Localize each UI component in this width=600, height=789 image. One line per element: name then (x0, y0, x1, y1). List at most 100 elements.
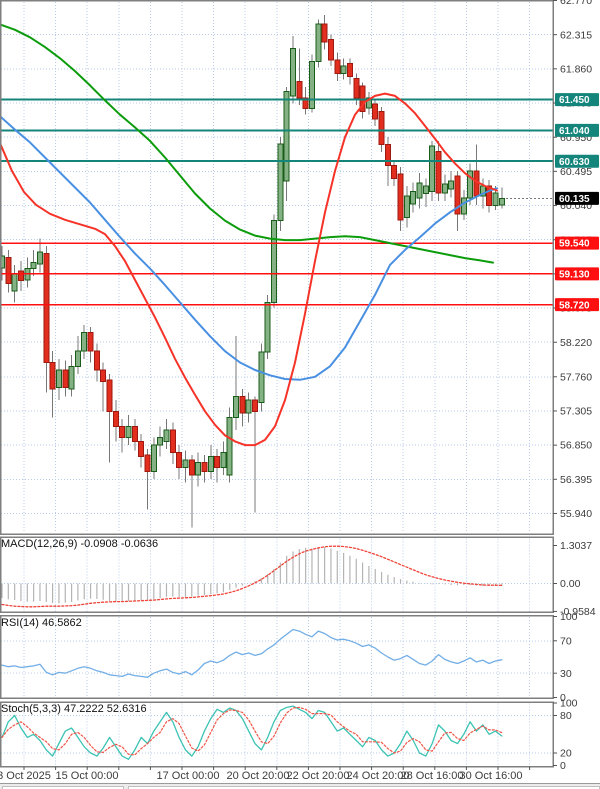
candle (289, 35, 296, 104)
candle-body (467, 170, 474, 199)
candle (100, 362, 107, 412)
candle (74, 336, 81, 374)
candle-body (182, 459, 189, 469)
candle (201, 454, 208, 483)
candle (416, 173, 423, 209)
price-tick-label: 57.305 (560, 406, 592, 418)
candle (467, 163, 474, 205)
candle (283, 86, 290, 202)
candle-body (454, 175, 461, 215)
stoch-indicator (1, 705, 503, 760)
candle-body (144, 454, 151, 472)
candle (188, 454, 195, 528)
candle-body (157, 437, 164, 446)
candle-body (100, 369, 107, 382)
candle (403, 186, 410, 228)
candle (454, 170, 461, 232)
candle (49, 351, 56, 418)
time-label: 30 Oct 16:00 (460, 770, 523, 782)
candle (498, 187, 505, 209)
candle-body (416, 182, 423, 199)
candle (106, 373, 113, 463)
candle (119, 418, 126, 453)
candle-body (391, 165, 398, 179)
candle-body (384, 144, 391, 167)
candle-body (131, 425, 138, 442)
badge-label: 59.130 (559, 269, 590, 280)
badge-label: 61.450 (559, 95, 590, 106)
gridlines (1, 1, 553, 766)
candle (226, 407, 233, 483)
support-badge (555, 267, 599, 281)
candle (271, 214, 278, 308)
time-label: 15 Oct 00:00 (56, 770, 119, 782)
candle-body (448, 180, 455, 190)
candle (81, 324, 88, 359)
time-label: 22 Oct 20:00 (287, 770, 350, 782)
candle (169, 422, 176, 464)
ma-mid-blue-line (0, 115, 498, 381)
candle (441, 174, 448, 202)
price-tick-label: 58.220 (560, 337, 592, 349)
candle (296, 48, 303, 105)
candle (410, 182, 417, 213)
resistance-badge (555, 123, 599, 137)
candle (308, 54, 315, 113)
candle (233, 336, 240, 431)
current-badge (555, 191, 599, 205)
indicator-tick-label: 1.3037 (560, 540, 592, 552)
candle (55, 358, 62, 401)
candle (163, 418, 170, 449)
candle (346, 58, 353, 85)
candle (486, 180, 493, 213)
badge-label: 60.135 (559, 194, 590, 205)
candle-body (239, 395, 246, 414)
candle (422, 178, 429, 208)
candle-body (163, 429, 170, 442)
candle (258, 343, 265, 412)
ma-fast-red-line (0, 92, 498, 447)
candle-body (327, 39, 334, 61)
candle-body (226, 416, 233, 476)
candle (245, 392, 252, 423)
candle (0, 246, 5, 281)
sr-lines (0, 98, 553, 306)
price-tick-label: 56.850 (560, 440, 592, 452)
candle-body (258, 351, 265, 403)
price-tick-label: 60.495 (560, 166, 592, 178)
candle-body (435, 150, 442, 194)
candle-body (62, 369, 69, 388)
moving-averages (0, 23, 498, 447)
macd-label: MACD(12,26,9) -0.0908 -0.0636 (1, 538, 159, 550)
candle (214, 448, 221, 483)
candle-body (372, 103, 379, 120)
candle (302, 86, 309, 115)
candle-body (498, 197, 505, 206)
candle-body (492, 192, 499, 207)
indicator-tick-label: 0 (560, 692, 566, 704)
candle-body (321, 23, 328, 43)
candle-body (346, 63, 353, 77)
time-axis[interactable]: 3 Oct 2025 15 Oct 00:00 17 Oct 00:00 20 Oct… (0, 766, 531, 783)
candle-body (112, 410, 119, 427)
candle-body (283, 90, 290, 182)
candle (220, 441, 227, 476)
candlesticks (0, 14, 505, 528)
candle-body (150, 444, 157, 472)
candle (112, 400, 119, 442)
candle (195, 452, 202, 487)
indicator-tick-label: 30 (560, 668, 572, 680)
candle-body (201, 461, 208, 472)
candle-body (340, 65, 347, 74)
candle-body (5, 256, 12, 285)
candle (365, 92, 372, 115)
candle-body (169, 429, 176, 454)
candle-body (277, 143, 284, 222)
macd-indicator (1, 545, 503, 608)
time-label: 24 Oct 20:00 (347, 770, 410, 782)
time-label: 17 Oct 00:00 (157, 770, 220, 782)
candle-body (403, 195, 410, 219)
candle (391, 161, 398, 187)
